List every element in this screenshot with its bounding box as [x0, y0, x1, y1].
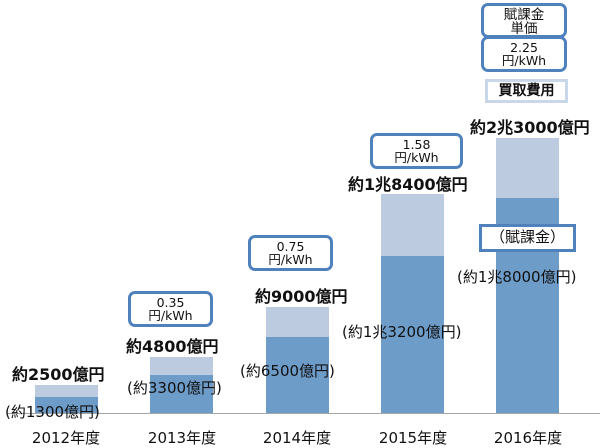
legend-levy-label: （賦課金）: [489, 228, 565, 246]
total-label-2016: 約2兆3000億円: [470, 118, 590, 137]
levy-label-2016: (約1兆8000億円): [457, 268, 577, 286]
bar-2012-levy: [35, 397, 98, 413]
unit-price-suffix: 円/kWh: [148, 308, 193, 323]
unit-price-value: 0.75: [276, 239, 305, 254]
total-label-2014: 約9000億円: [255, 287, 348, 306]
unit-price-suffix: 円/kWh: [394, 150, 439, 165]
x-axis-line: [8, 413, 600, 414]
legend-purchase-cost-label: 買取費用: [498, 83, 555, 99]
x-label-2016: 2016年度: [493, 429, 563, 447]
bar-2015-levy: [381, 256, 444, 413]
legend-levy: （賦課金）: [479, 224, 576, 252]
unit-price-value: 0.35: [156, 295, 185, 310]
legend-unit-price-line1: 賦課金: [503, 7, 545, 23]
levy-label-2013: (約3300億円): [127, 379, 222, 397]
bar-2013-levy: [150, 375, 213, 413]
unit-price-box-2015: 1.58 円/kWh: [370, 133, 463, 169]
levy-label-2014: (約6500億円): [240, 362, 335, 380]
levy-label-2015: (約1兆3200億円): [342, 323, 462, 341]
unit-price-box-2014: 0.75 円/kWh: [248, 235, 333, 271]
legend-unit-price: 賦課金 単価: [481, 3, 567, 38]
x-label-2014: 2014年度: [262, 429, 332, 447]
unit-price-value: 2.25: [510, 40, 538, 55]
unit-price-box-2016: 2.25 円/kWh: [481, 36, 567, 72]
x-label-2015: 2015年度: [378, 429, 448, 447]
unit-price-box-2013: 0.35 円/kWh: [128, 291, 213, 327]
legend-unit-price-line2: 単価: [510, 21, 538, 37]
bar-2014-levy: [266, 337, 329, 413]
unit-price-suffix: 円/kWh: [268, 252, 313, 267]
x-label-2012: 2012年度: [31, 429, 101, 447]
unit-price-value: 1.58: [402, 137, 431, 152]
total-label-2012: 約2500億円: [12, 365, 105, 384]
unit-price-suffix: 円/kWh: [501, 53, 547, 68]
x-label-2013: 2013年度: [147, 429, 217, 447]
total-label-2013: 約4800億円: [126, 337, 219, 356]
legend-purchase-cost: 買取費用: [485, 79, 568, 103]
levy-label-2012: (約1300億円): [5, 403, 100, 421]
total-label-2015: 約1兆8400億円: [348, 175, 468, 194]
